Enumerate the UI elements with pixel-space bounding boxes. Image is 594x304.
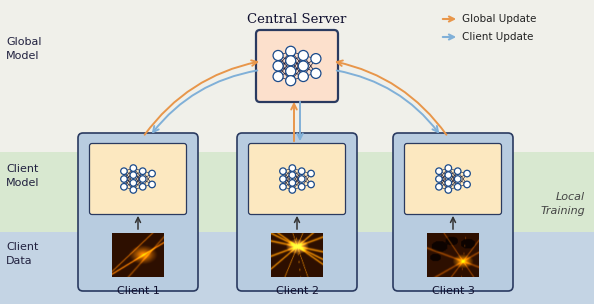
Circle shape <box>140 184 146 190</box>
Circle shape <box>273 61 283 71</box>
FancyBboxPatch shape <box>78 133 198 291</box>
Text: Central Server: Central Server <box>247 13 347 26</box>
Circle shape <box>130 180 137 186</box>
Circle shape <box>130 172 137 178</box>
FancyBboxPatch shape <box>90 143 187 215</box>
Circle shape <box>121 176 127 182</box>
Circle shape <box>140 168 146 174</box>
FancyBboxPatch shape <box>237 133 357 291</box>
Circle shape <box>454 176 461 182</box>
Circle shape <box>298 50 308 60</box>
Circle shape <box>445 172 451 178</box>
Circle shape <box>445 180 451 186</box>
Circle shape <box>140 176 146 182</box>
Circle shape <box>435 176 443 182</box>
Text: Client 1: Client 1 <box>116 286 159 296</box>
Circle shape <box>298 61 308 71</box>
Text: Client 3: Client 3 <box>432 286 475 296</box>
Circle shape <box>289 187 296 193</box>
Circle shape <box>130 165 137 171</box>
Circle shape <box>311 54 321 64</box>
FancyBboxPatch shape <box>0 152 594 232</box>
Circle shape <box>464 170 470 177</box>
Circle shape <box>454 168 461 174</box>
Circle shape <box>445 187 451 193</box>
Circle shape <box>298 176 305 182</box>
Circle shape <box>308 170 314 177</box>
Circle shape <box>289 165 296 171</box>
Circle shape <box>308 181 314 188</box>
Circle shape <box>280 176 286 182</box>
Text: Client
Model: Client Model <box>6 164 39 188</box>
Circle shape <box>286 66 296 76</box>
Circle shape <box>121 184 127 190</box>
Circle shape <box>464 181 470 188</box>
Text: Local
Training: Local Training <box>541 192 585 216</box>
Circle shape <box>280 168 286 174</box>
Circle shape <box>311 68 321 78</box>
Circle shape <box>298 71 308 81</box>
FancyBboxPatch shape <box>0 0 594 152</box>
Circle shape <box>445 165 451 171</box>
Circle shape <box>148 181 155 188</box>
Circle shape <box>298 184 305 190</box>
Circle shape <box>130 187 137 193</box>
FancyBboxPatch shape <box>248 143 346 215</box>
Text: Client Update: Client Update <box>462 32 533 42</box>
Circle shape <box>280 184 286 190</box>
Text: Global Update: Global Update <box>462 14 536 24</box>
Circle shape <box>435 184 443 190</box>
Circle shape <box>273 50 283 60</box>
FancyBboxPatch shape <box>0 232 594 304</box>
Circle shape <box>286 56 296 66</box>
Text: Global
Model: Global Model <box>6 37 42 60</box>
Circle shape <box>298 168 305 174</box>
FancyBboxPatch shape <box>405 143 501 215</box>
Circle shape <box>286 76 296 86</box>
Text: Client 2: Client 2 <box>276 286 318 296</box>
FancyBboxPatch shape <box>256 30 338 102</box>
Circle shape <box>289 180 296 186</box>
Circle shape <box>286 46 296 56</box>
Circle shape <box>289 172 296 178</box>
Circle shape <box>454 184 461 190</box>
Text: Client
Data: Client Data <box>6 242 39 266</box>
Circle shape <box>148 170 155 177</box>
Circle shape <box>435 168 443 174</box>
Circle shape <box>273 71 283 81</box>
Circle shape <box>121 168 127 174</box>
FancyBboxPatch shape <box>393 133 513 291</box>
